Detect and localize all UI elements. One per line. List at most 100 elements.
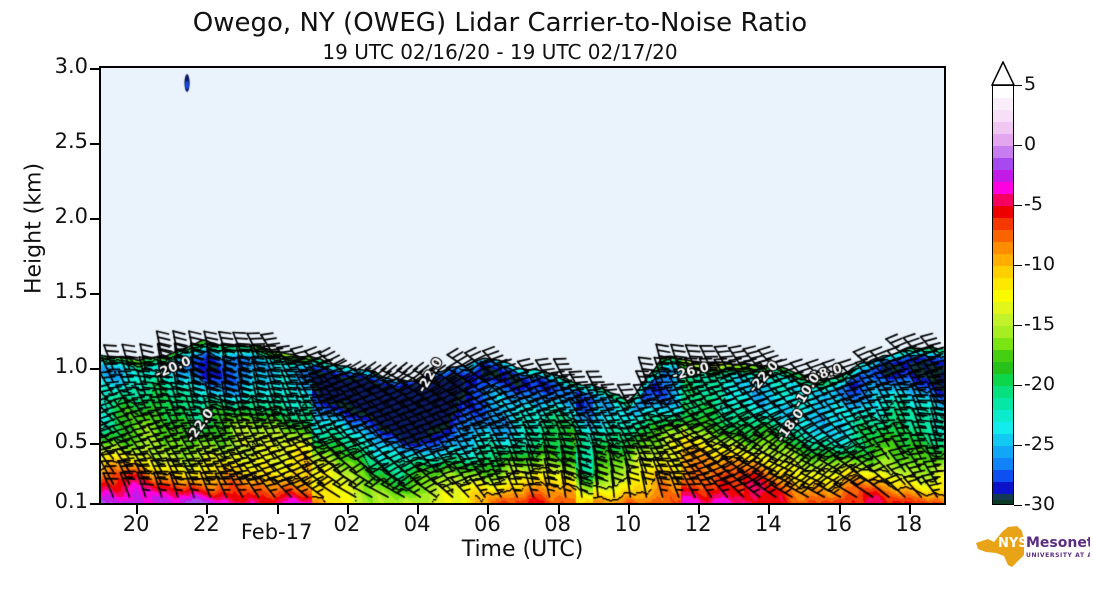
x-tick-mark [417, 505, 420, 514]
x-tick-mark [487, 505, 490, 514]
colorbar-label-wrap: CNR (dB) [962, 180, 1093, 280]
colorbar-segment [993, 458, 1013, 470]
colorbar-segment [993, 98, 1013, 110]
y-tick-label: 1.5 [54, 279, 88, 303]
y-tick-label: 3.0 [54, 54, 88, 78]
x-axis-label: Time (UTC) [461, 537, 584, 562]
x-tick-label: 22 [193, 512, 220, 536]
colorbar-segment [993, 278, 1013, 290]
colorbar-segment [993, 500, 1013, 504]
x-tick-label: Feb-17 [240, 520, 313, 544]
x-tick-label: 06 [474, 512, 501, 536]
colorbar-tick-mark [1014, 85, 1022, 86]
x-tick-label: 04 [403, 512, 431, 536]
new-york-state-shape [976, 526, 1024, 567]
x-tick-mark [206, 505, 209, 514]
y-tick-label: 2.0 [54, 204, 88, 228]
colorbar-segment [993, 146, 1013, 158]
colorbar[interactable] [992, 85, 1014, 505]
colorbar-segment [993, 422, 1013, 434]
y-tick-mark [90, 143, 99, 145]
colorbar-segment [993, 446, 1013, 458]
y-tick-mark [90, 68, 99, 70]
nys-mesonet-logo: NYS Mesonet UNIVERSITY AT ALBANY [976, 526, 1090, 567]
colorbar-tick-mark [1014, 265, 1022, 266]
colorbar-segment [993, 362, 1013, 374]
x-tick-mark [768, 505, 771, 514]
x-tick-label: 12 [684, 512, 712, 536]
colorbar-segment [993, 254, 1013, 266]
colorbar-segment [993, 218, 1013, 230]
colorbar-segment [993, 302, 1013, 314]
colorbar-segment [993, 386, 1013, 398]
cnr-heatmap-canvas [101, 68, 944, 503]
colorbar-segment [993, 290, 1013, 302]
colorbar-tick-label: -20 [1024, 373, 1056, 395]
y-tick-mark [90, 218, 99, 220]
colorbar-segment [993, 194, 1013, 206]
colorbar-tick-mark [1014, 385, 1022, 386]
x-tick-mark [838, 505, 841, 514]
x-tick-mark [276, 505, 279, 514]
page-title: Owego, NY (OWEG) Lidar Carrier-to-Noise … [192, 8, 808, 38]
y-tick-mark [90, 503, 99, 505]
colorbar-segment [993, 242, 1013, 254]
colorbar-segment [993, 110, 1013, 122]
chart-subtitle: 19 UTC 02/16/20 - 19 UTC 02/17/20 [322, 40, 678, 64]
colorbar-segment [993, 170, 1013, 182]
colorbar-segment [993, 434, 1013, 446]
colorbar-tick-mark [1014, 205, 1022, 206]
logo-tagline-text: UNIVERSITY AT ALBANY [1026, 552, 1090, 559]
colorbar-segment [993, 230, 1013, 242]
x-tick-label: 20 [122, 512, 150, 536]
x-tick-label: 10 [614, 512, 642, 536]
y-tick-mark [90, 293, 99, 295]
x-tick-label: 02 [333, 512, 361, 536]
colorbar-extend-arrow [991, 61, 1015, 86]
x-tick-mark [557, 505, 560, 514]
colorbar-tick-label: -5 [1024, 193, 1043, 215]
y-tick-label: 1.0 [54, 354, 88, 378]
colorbar-segment [993, 410, 1013, 422]
colorbar-segment [993, 182, 1013, 194]
colorbar-tick-label: -15 [1024, 313, 1056, 335]
colorbar-segment [993, 134, 1013, 146]
colorbar-segment [993, 326, 1013, 338]
logo-mesonet-text: Mesonet [1026, 535, 1090, 551]
y-tick-mark [90, 368, 99, 370]
colorbar-tick-mark [1014, 445, 1022, 446]
x-tick-mark [908, 505, 911, 514]
colorbar-segment [993, 86, 1013, 98]
x-tick-label: 16 [825, 512, 852, 536]
x-tick-mark [627, 505, 630, 514]
x-tick-mark [698, 505, 701, 514]
colorbar-segment [993, 494, 1013, 500]
x-tick-mark [346, 505, 349, 514]
colorbar-segment [993, 314, 1013, 326]
y-tick-label: 0.5 [54, 429, 88, 453]
y-tick-mark [90, 443, 99, 445]
colorbar-segment [993, 374, 1013, 386]
plot-area[interactable] [99, 66, 946, 505]
x-tick-label: 14 [755, 512, 782, 536]
colorbar-segment [993, 266, 1013, 278]
colorbar-tick-mark [1014, 325, 1022, 326]
x-tick-mark [136, 505, 139, 514]
colorbar-tick-label: 0 [1024, 133, 1037, 155]
colorbar-tick-label: -25 [1024, 433, 1056, 455]
x-tick-label: 08 [544, 512, 571, 536]
logo-nys-text: NYS [998, 536, 1028, 551]
colorbar-segment [993, 122, 1013, 134]
colorbar-tick-mark [1014, 145, 1022, 146]
colorbar-segment [993, 470, 1013, 482]
y-tick-label: 2.5 [54, 129, 88, 153]
colorbar-tick-label: 5 [1024, 73, 1037, 95]
colorbar-segment [993, 206, 1013, 218]
colorbar-segment [993, 338, 1013, 350]
y-tick-label: 0.1 [54, 489, 88, 513]
colorbar-segment [993, 398, 1013, 410]
colorbar-tick-label: -30 [1024, 493, 1056, 515]
colorbar-tick-label: -10 [1024, 253, 1056, 275]
colorbar-segment [993, 482, 1013, 494]
